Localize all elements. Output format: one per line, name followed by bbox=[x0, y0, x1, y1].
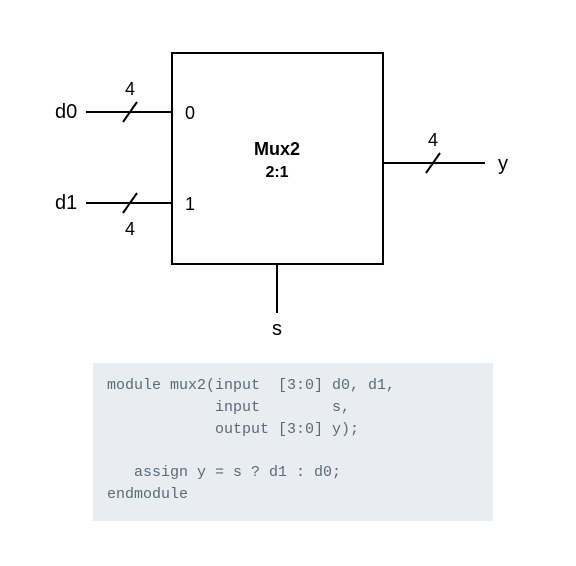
label-s: s bbox=[272, 318, 282, 340]
label-d1: d1 bbox=[55, 192, 77, 214]
mux-label-main: Mux2 bbox=[254, 139, 300, 159]
bus-width-y: 4 bbox=[428, 130, 438, 150]
bus-width-d0: 4 bbox=[125, 79, 135, 99]
label-d0: d0 bbox=[55, 101, 77, 123]
mux2-figure: Mux2 2:1 4 d0 0 4 d1 1 4 y s module mux2… bbox=[0, 0, 576, 566]
bus-width-d1: 4 bbox=[125, 219, 135, 239]
pin-label-1: 1 bbox=[185, 194, 195, 214]
verilog-code-block: module mux2(input [3:0] d0, d1, input s,… bbox=[93, 363, 493, 521]
mux2-block-diagram: Mux2 2:1 4 d0 0 4 d1 1 4 y s bbox=[0, 0, 576, 370]
label-y: y bbox=[498, 153, 508, 175]
mux-label-sub: 2:1 bbox=[265, 164, 288, 181]
pin-label-0: 0 bbox=[185, 103, 195, 123]
